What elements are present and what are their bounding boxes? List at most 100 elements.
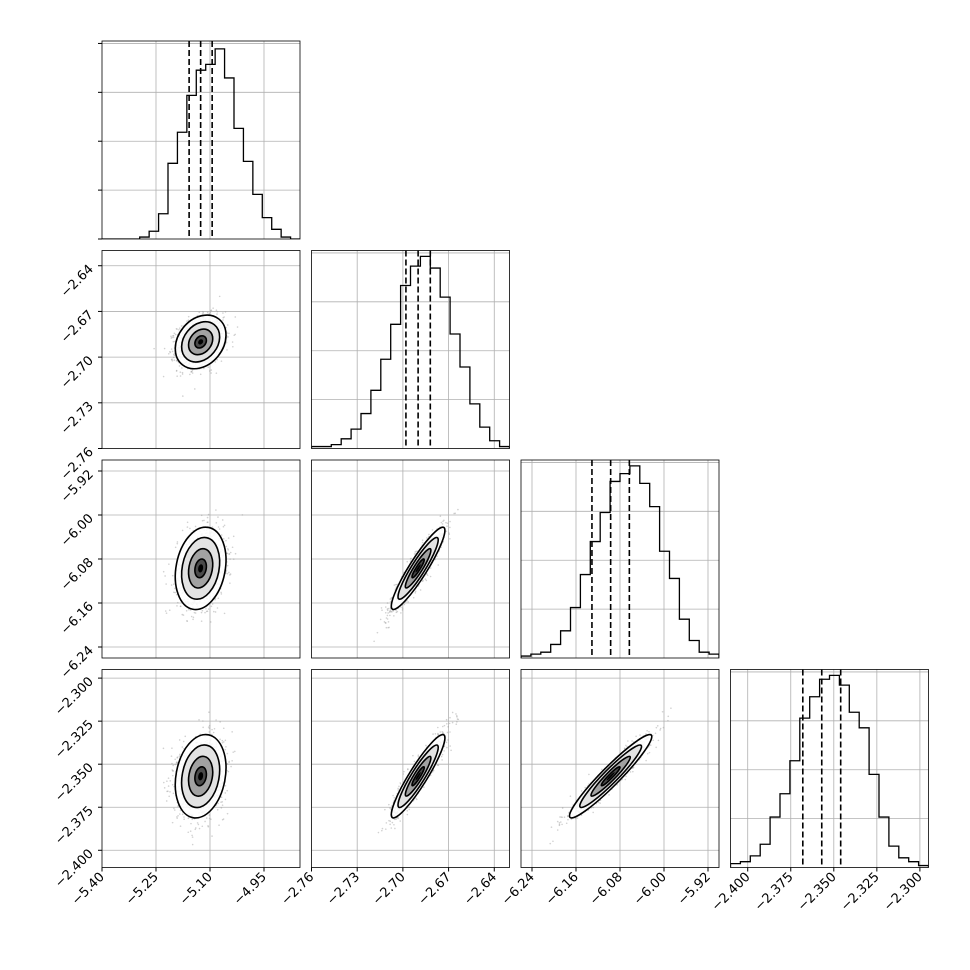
sample-point — [445, 521, 447, 524]
sample-point — [226, 812, 229, 815]
sample-point — [386, 614, 389, 617]
sample-point — [448, 533, 451, 536]
panel-2-2 — [520, 459, 720, 659]
density-3-0 — [162, 711, 236, 846]
sample-point — [389, 614, 391, 617]
sample-point — [225, 341, 228, 344]
sample-point — [215, 522, 218, 524]
sample-point — [175, 360, 178, 362]
sample-point — [171, 359, 174, 362]
sample-point — [389, 598, 392, 600]
sample-point — [393, 584, 396, 586]
sample-point — [173, 353, 175, 356]
sample-point — [220, 534, 223, 536]
sample-point — [208, 313, 211, 315]
sample-point — [177, 805, 179, 808]
sample-point — [436, 555, 438, 558]
sample-point — [203, 367, 205, 370]
sample-point — [208, 724, 211, 727]
sample-point — [216, 310, 219, 313]
sample-point — [177, 814, 179, 817]
sample-point — [218, 528, 221, 530]
sample-point — [226, 763, 229, 765]
sample-point — [179, 825, 182, 827]
sample-point — [174, 333, 177, 336]
sample-point — [389, 610, 391, 613]
sample-point — [215, 309, 218, 312]
sample-point — [217, 597, 220, 600]
panel-2-0: −6.24−6.16−6.08−6.00−5.92 — [58, 459, 301, 682]
sample-point — [234, 316, 237, 318]
ytick-label-0: −6.24 — [58, 643, 97, 682]
sample-point — [457, 508, 459, 511]
sample-point — [153, 347, 155, 350]
sample-point — [170, 755, 173, 757]
sample-point — [176, 375, 178, 377]
sample-point — [387, 626, 389, 629]
sample-point — [395, 609, 397, 612]
sample-point — [229, 573, 232, 575]
sample-point — [164, 575, 166, 577]
sample-point — [406, 560, 409, 563]
sample-point — [197, 823, 200, 826]
sample-point — [384, 606, 387, 608]
sample-point — [223, 612, 226, 615]
sample-point — [170, 584, 173, 586]
sample-point — [441, 523, 444, 525]
sample-point — [223, 316, 225, 318]
sample-point — [207, 726, 210, 728]
sample-point — [206, 610, 209, 613]
sample-point — [421, 580, 424, 583]
sample-point — [214, 361, 217, 363]
sample-point — [395, 583, 397, 586]
sample-point — [173, 354, 176, 357]
sample-point — [168, 352, 170, 355]
sample-point — [449, 538, 451, 540]
sample-point — [181, 813, 184, 816]
sample-point — [390, 610, 392, 613]
sample-point — [176, 541, 179, 543]
sample-point — [188, 608, 190, 611]
sample-point — [162, 375, 165, 378]
sample-point — [225, 539, 227, 542]
sample-point — [166, 790, 168, 793]
sample-point — [201, 825, 204, 828]
sample-point — [210, 309, 212, 312]
sample-point — [172, 336, 175, 339]
sample-point — [454, 512, 457, 515]
sample-point — [390, 597, 393, 599]
sample-point — [182, 614, 185, 616]
sample-point — [189, 830, 192, 832]
sample-point — [216, 313, 218, 315]
sample-point — [389, 609, 392, 612]
sample-point — [194, 525, 197, 528]
sample-point — [422, 579, 424, 582]
sample-point — [437, 564, 440, 566]
sample-point — [229, 574, 231, 576]
sample-point — [227, 548, 229, 550]
sample-point — [191, 372, 194, 374]
sample-point — [187, 817, 190, 820]
sample-point — [429, 575, 432, 578]
frame — [520, 459, 720, 659]
sample-point — [385, 617, 388, 619]
sample-point — [222, 316, 225, 319]
sample-point — [428, 533, 430, 536]
sample-point — [222, 741, 225, 743]
sample-point — [180, 325, 183, 327]
sample-point — [171, 747, 173, 749]
sample-point — [195, 827, 197, 829]
sample-point — [190, 370, 193, 373]
ytick-label-2: −2.70 — [58, 353, 97, 392]
sample-point — [202, 310, 204, 313]
sample-point — [380, 607, 383, 609]
sample-point — [199, 373, 202, 376]
frame — [311, 459, 510, 659]
sample-point — [169, 351, 172, 354]
sample-point — [391, 611, 393, 613]
sample-point — [206, 521, 209, 524]
sample-point — [227, 537, 230, 539]
sample-point — [209, 621, 212, 623]
sample-point — [165, 800, 168, 802]
